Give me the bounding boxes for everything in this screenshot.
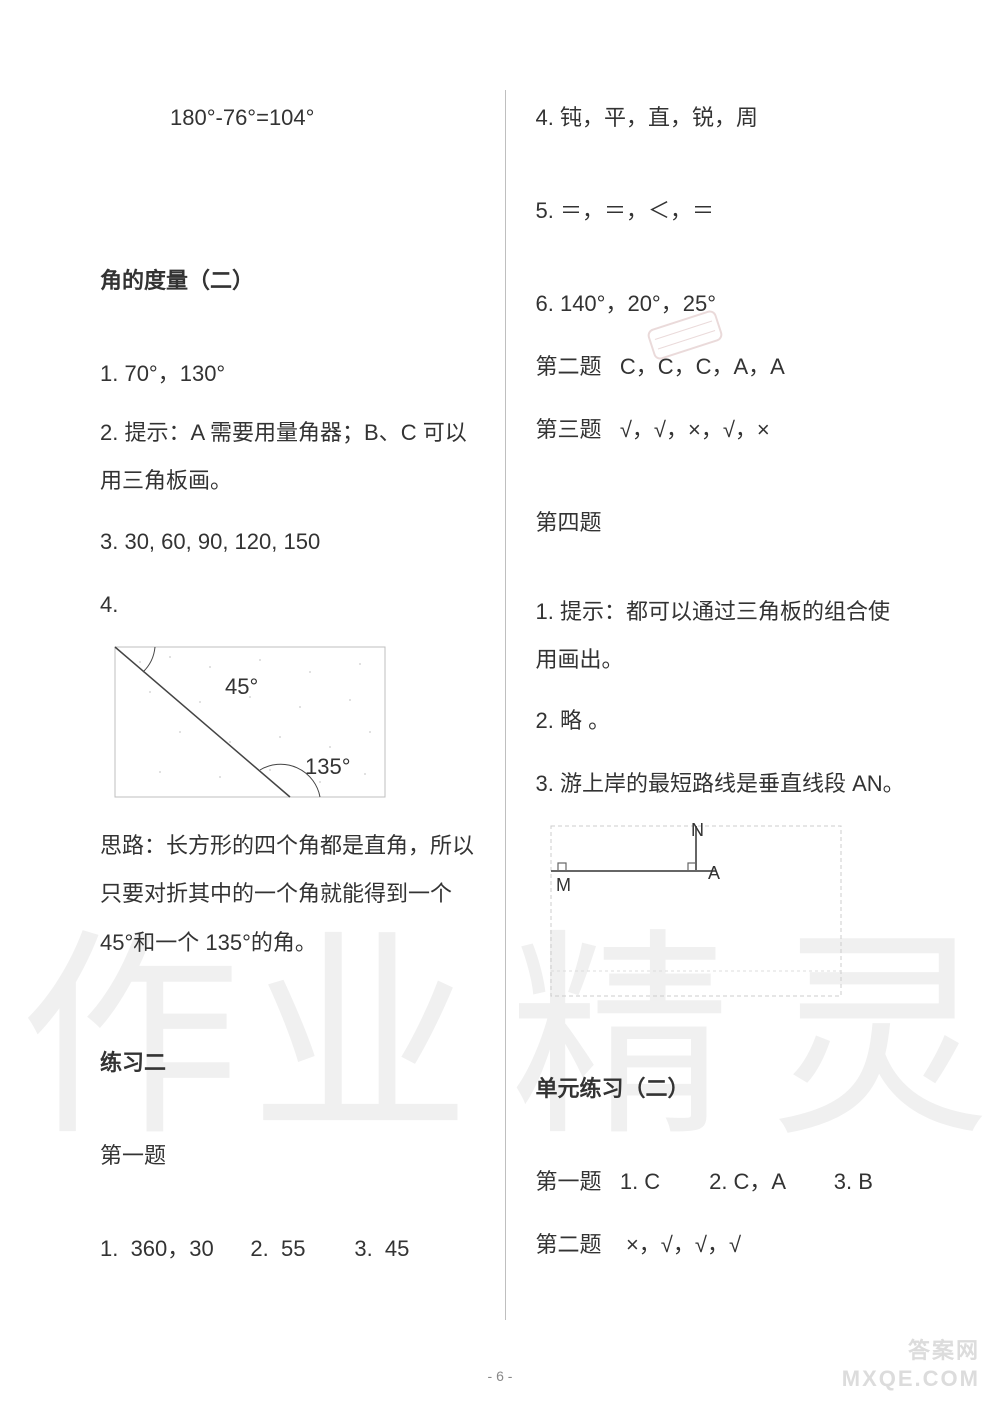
- angle-diagram: 45° 135°: [110, 642, 390, 802]
- right-u-second: 第二题 ×，√，√，√: [536, 1217, 911, 1272]
- diagram-fold-line: [115, 647, 290, 797]
- right-u-first: 第一题 1. C 2. C，A 3. B: [536, 1154, 911, 1209]
- left-q2: 2. 提示：A 需要用量角器；B、C 可以用三角板画。: [100, 409, 475, 506]
- page-root: 180°-76°=104° 角的度量（二） 1. 70°，130° 2. 提示：…: [0, 0, 1000, 1414]
- right-f-q3: 3. 游上岸的最短路线是垂直线段 AN。: [536, 756, 911, 811]
- left-q1: 1. 70°，130°: [100, 346, 475, 401]
- left-practice-title: 练习二: [100, 1035, 475, 1090]
- right-f-q1: 1. 提示：都可以通过三角板的组合使用画出。: [536, 588, 911, 685]
- diagram-label-45: 45°: [225, 674, 258, 699]
- left-section-title: 角的度量（二）: [100, 253, 475, 308]
- an-label-M: M: [556, 875, 571, 895]
- right-f-q2: 2. 略 。: [536, 693, 911, 748]
- left-column: 180°-76°=104° 角的度量（二） 1. 70°，130° 2. 提示：…: [80, 90, 495, 1320]
- right-q6: 6. 140°，20°，25°: [536, 276, 911, 331]
- center-divider: [505, 90, 506, 1320]
- corner-watermark: 答案网 MXQE.COM: [842, 1337, 980, 1394]
- left-q4-hint: 思路：长方形的四个角都是直角，所以只要对折其中的一个角就能得到一个 45°和一个…: [100, 822, 475, 967]
- right-unit-title: 单元练习（二）: [536, 1061, 911, 1116]
- left-top-eq: 180°-76°=104°: [100, 90, 475, 145]
- right-third: 第三题 √，√，×，√，×: [536, 402, 911, 457]
- left-q3: 3. 30, 60, 90, 120, 150: [100, 514, 475, 569]
- corner-line1: 答案网: [842, 1337, 980, 1366]
- right-q5: 5. ＝，＝，＜，＝: [536, 183, 911, 238]
- right-q4: 4. 钝，平，直，锐，周: [536, 90, 911, 145]
- right-fourth-label: 第四题: [536, 495, 911, 550]
- left-q4-label: 4.: [100, 577, 475, 632]
- left-p-first-line: 1. 360，30 2. 55 3. 45: [100, 1221, 475, 1276]
- columns: 180°-76°=104° 角的度量（二） 1. 70°，130° 2. 提示：…: [80, 90, 930, 1320]
- right-column: 4. 钝，平，直，锐，周 5. ＝，＝，＜，＝ 6. 140°，20°，25° …: [516, 90, 931, 1320]
- right-second: 第二题 C，C，C，A，A: [536, 339, 911, 394]
- an-diagram: N A M: [546, 821, 846, 1011]
- an-label-N: N: [691, 821, 704, 840]
- an-label-A: A: [708, 863, 720, 883]
- corner-line2: MXQE.COM: [842, 1365, 980, 1394]
- diagram-label-135: 135°: [305, 754, 351, 779]
- diagram-arc-45: [143, 647, 155, 672]
- left-p-first-label: 第一题: [100, 1128, 475, 1183]
